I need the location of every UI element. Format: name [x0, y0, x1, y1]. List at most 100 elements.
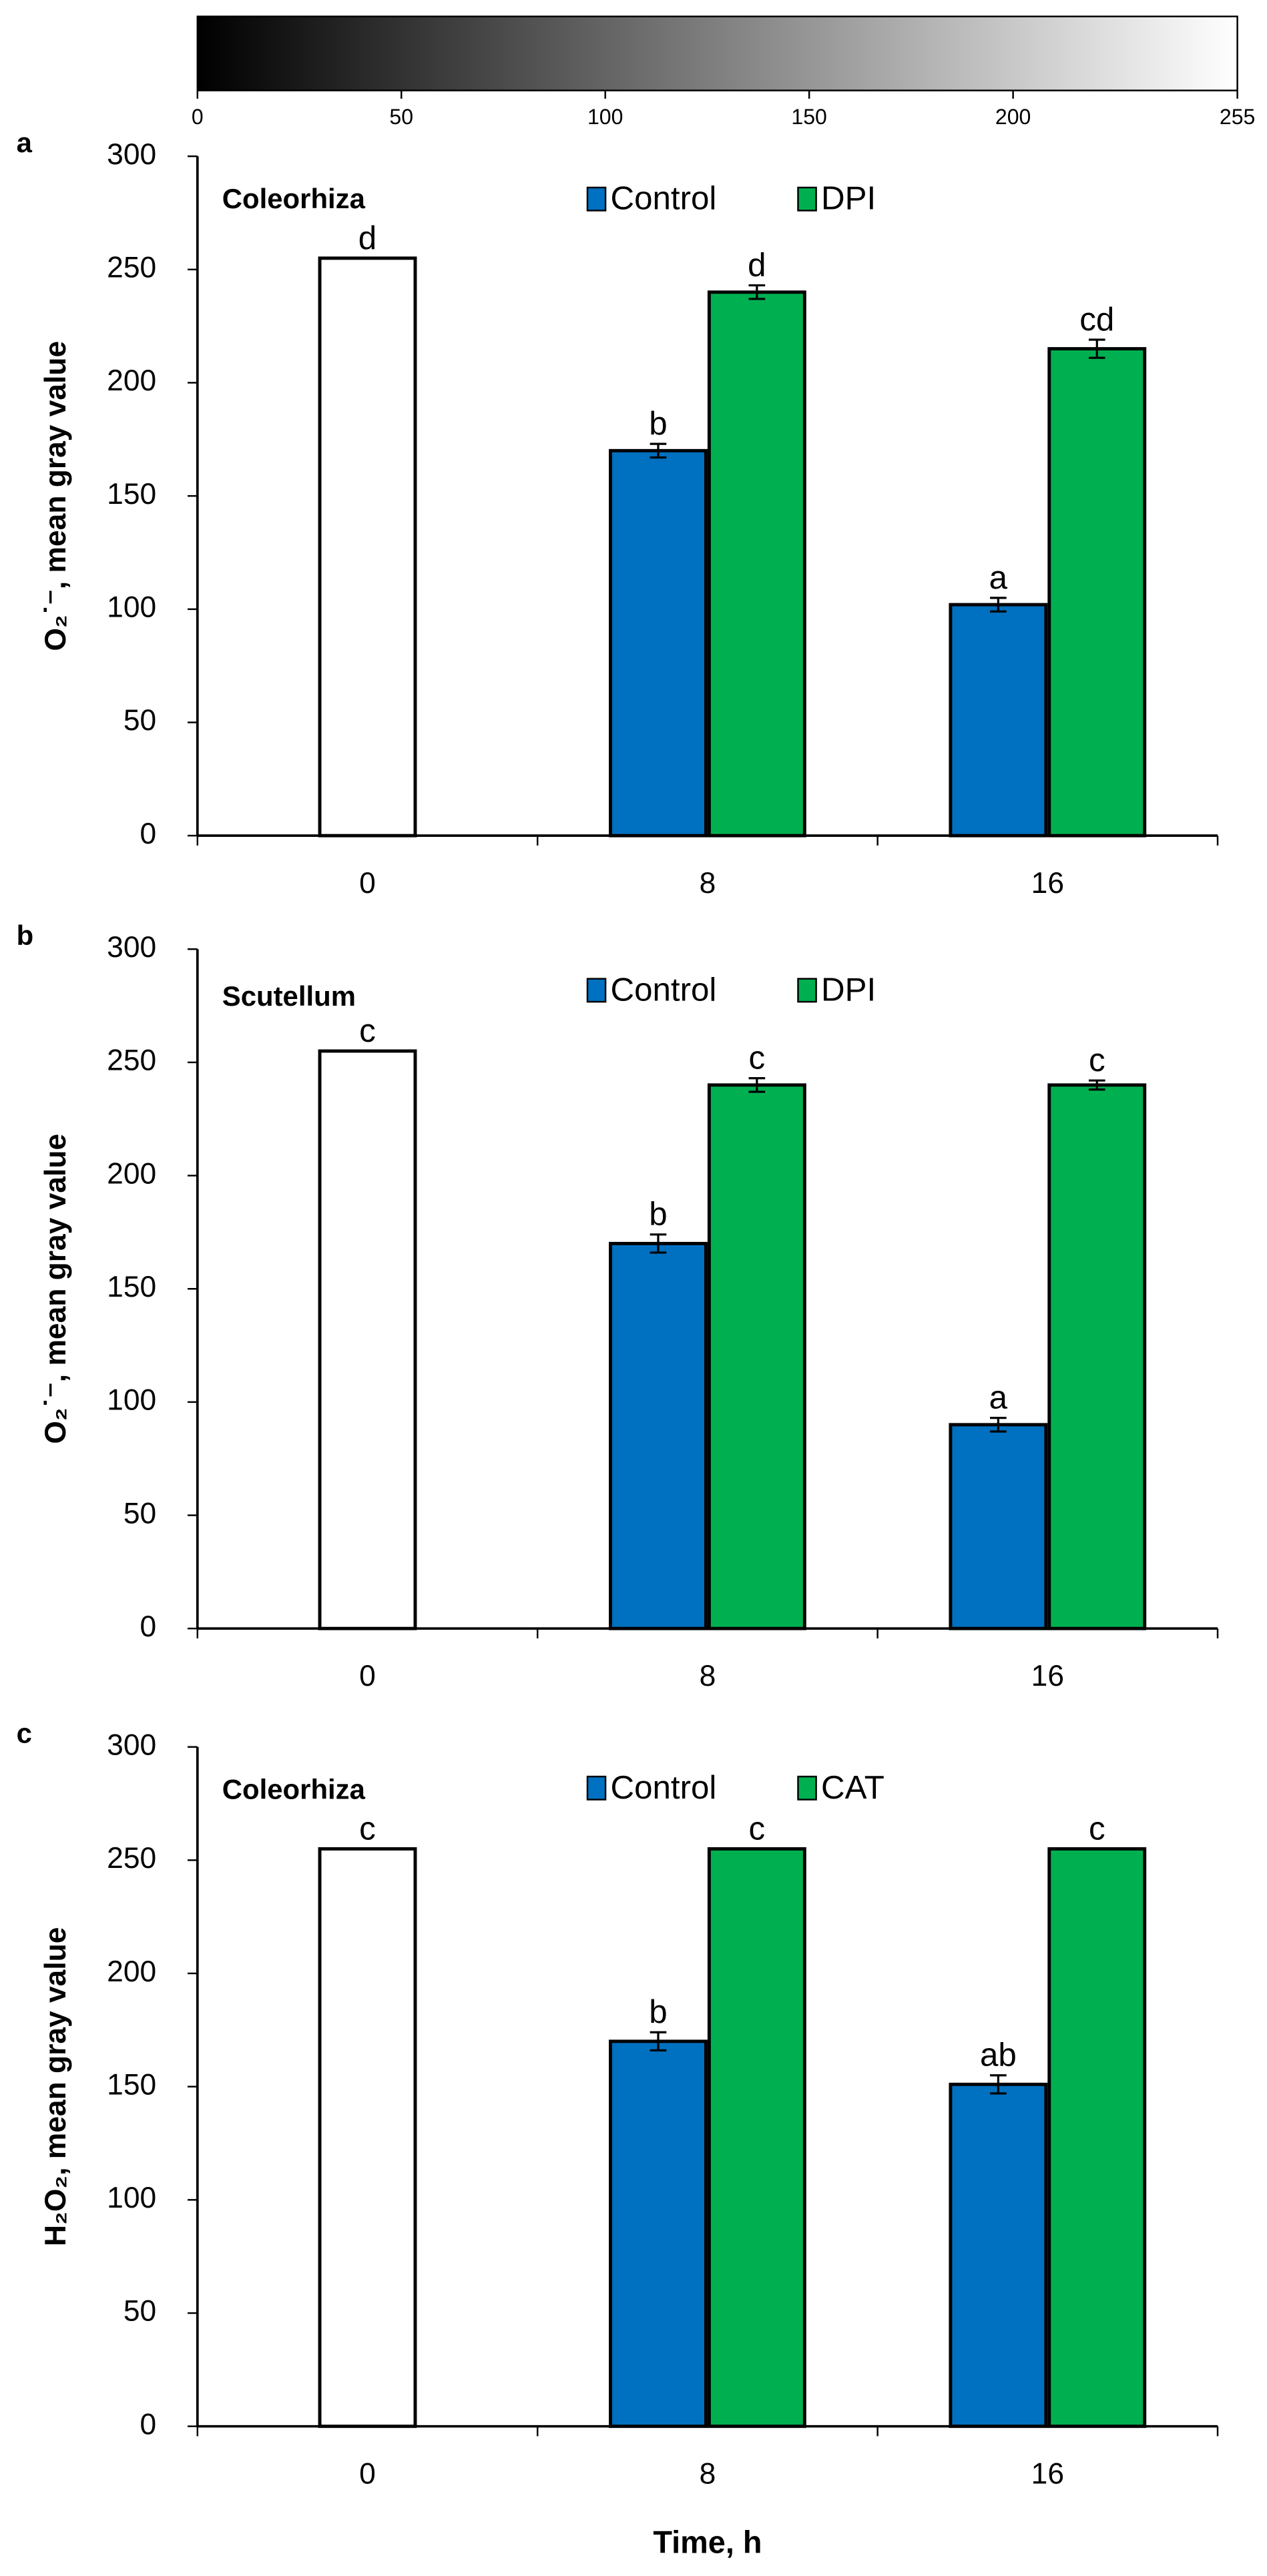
legend-swatch [586, 186, 607, 212]
significance-label: b [649, 405, 667, 442]
error-bar [650, 1233, 667, 1254]
bar [318, 1049, 417, 1630]
legend-swatch [586, 1775, 607, 1801]
y-tick-label: 250 [107, 1044, 156, 1077]
error-bar [990, 2074, 1007, 2095]
y-tick-label: 50 [123, 704, 156, 737]
y-tick-label: 150 [107, 2068, 156, 2101]
x-tick-label: 8 [700, 1660, 716, 1692]
colorbar [196, 15, 1238, 91]
error-bar [650, 2031, 667, 2051]
bar [318, 1847, 417, 2429]
y-tick-label: 200 [107, 1955, 156, 1988]
y-axis-label: O₂˙⁻, mean gray value [39, 1134, 72, 1444]
bar [318, 256, 417, 838]
significance-label: d [358, 220, 376, 256]
bar [949, 1423, 1048, 1630]
panel-label: a [17, 127, 33, 158]
legend-swatch [797, 186, 817, 212]
bar [1047, 1847, 1147, 2429]
error-bar [748, 284, 766, 300]
panel-label: c [17, 1718, 32, 1749]
significance-label: c [1089, 1042, 1105, 1078]
bar [707, 1847, 806, 2429]
significance-label: cd [1079, 301, 1114, 338]
significance-label: c [359, 1012, 376, 1049]
x-tick-label: 0 [359, 2457, 376, 2490]
significance-label: c [359, 1810, 376, 1847]
y-tick-label: 250 [107, 252, 156, 284]
bar [1047, 1083, 1147, 1630]
y-tick-label: 50 [123, 2295, 156, 2328]
significance-label: a [989, 1379, 1008, 1416]
significance-label: c [749, 1040, 766, 1076]
subtitle: Scutellum [222, 980, 356, 1012]
bar [949, 603, 1048, 838]
legend-swatch [797, 1775, 817, 1801]
y-tick-label: 300 [107, 138, 156, 171]
legend-swatch [797, 978, 817, 1003]
y-axis-label: H₂O₂, mean gray value [39, 1927, 72, 2246]
error-bar [990, 597, 1007, 613]
error-bar [650, 442, 667, 459]
legend-label: Control [610, 180, 716, 217]
subtitle: Coleorhiza [222, 1773, 366, 1805]
y-tick-label: 200 [107, 1157, 156, 1190]
bar [1047, 347, 1147, 838]
legend-label: CAT [821, 1769, 884, 1806]
y-tick-label: 150 [107, 1271, 156, 1303]
x-tick-label: 0 [192, 105, 204, 129]
bar [609, 2039, 708, 2429]
y-tick-label: 150 [107, 478, 156, 511]
significance-label: d [748, 246, 766, 283]
x-tick-label: 16 [1031, 2457, 1064, 2490]
y-axis-label: O₂˙⁻, mean gray value [39, 341, 72, 651]
y-tick-label: 300 [107, 931, 156, 964]
y-tick-label: 100 [107, 1384, 156, 1417]
x-tick-label: 8 [700, 2457, 716, 2490]
x-tick-label: 0 [359, 867, 376, 900]
error-bar [990, 1417, 1007, 1433]
bar [707, 1083, 806, 1630]
y-tick-label: 300 [107, 1728, 156, 1761]
legend-swatch [586, 978, 607, 1003]
significance-label: b [649, 1993, 667, 2030]
panel-label: b [17, 920, 34, 951]
legend-label: Control [610, 971, 716, 1008]
legend-label: DPI [821, 971, 876, 1008]
legend-label: DPI [821, 180, 876, 217]
bar [609, 1241, 708, 1630]
x-tick-label: 50 [389, 105, 413, 129]
y-tick-label: 0 [140, 1610, 157, 1643]
bar [609, 448, 708, 838]
y-tick-label: 50 [123, 1497, 156, 1530]
x-tick-label: 16 [1031, 1660, 1064, 1692]
significance-label: c [749, 1810, 766, 1847]
x-tick-label: 150 [791, 105, 826, 129]
error-bar [1088, 338, 1105, 359]
y-tick-label: 100 [107, 591, 156, 624]
y-tick-label: 0 [140, 818, 157, 850]
x-tick-label: 0 [359, 1660, 376, 1692]
y-tick-label: 250 [107, 1842, 156, 1875]
y-tick-label: 0 [140, 2408, 157, 2441]
x-tick-label: 16 [1031, 867, 1064, 900]
y-tick-label: 100 [107, 2182, 156, 2214]
bar [949, 2082, 1048, 2429]
y-tick-label: 200 [107, 364, 156, 397]
error-bar [1088, 1079, 1105, 1091]
x-tick-label: 200 [995, 105, 1031, 129]
legend-label: Control [610, 1769, 716, 1806]
significance-label: b [649, 1196, 667, 1233]
significance-label: a [989, 559, 1008, 596]
x-tick-label: 100 [587, 105, 623, 129]
x-axis-label: Time, h [653, 2525, 762, 2560]
x-tick-label: 255 [1220, 105, 1255, 129]
significance-label: c [1089, 1810, 1105, 1847]
bar [707, 290, 806, 838]
subtitle: Coleorhiza [222, 183, 366, 214]
x-tick-label: 8 [700, 867, 716, 900]
error-bar [748, 1077, 766, 1093]
